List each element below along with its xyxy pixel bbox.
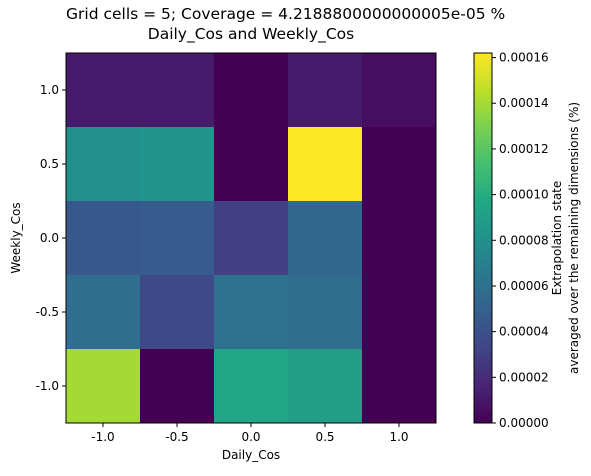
chart-title: Grid cells = 5; Coverage = 4.21888000000… [66,5,506,23]
heatmap-cell [214,127,289,202]
heatmap-cell [288,275,363,350]
heatmap-cell [66,53,141,128]
heatmap-cell [214,349,289,424]
heatmap-cell [140,53,215,128]
y-tick-label: 0.5 [40,157,59,171]
heatmap-cell [362,201,437,276]
y-axis-label: Weekly_Cos [9,202,23,273]
colorbar-tick-label: 0.00012 [499,142,549,156]
heatmap-cell [288,201,363,276]
colorbar-tick-label: 0.00002 [499,370,549,384]
heatmap-cell [66,201,141,276]
y-axis: 1.0 0.5 0.0 -0.5 -1.0 [36,83,66,393]
heatmap-cell [140,127,215,202]
y-tick-label: 1.0 [40,83,59,97]
colorbar-tick-label: 0.00008 [499,233,549,247]
colorbar-tick-label: 0.00010 [499,188,549,202]
heatmap-cell [362,275,437,350]
y-tick-label: -1.0 [36,379,59,393]
heatmap-cell [66,275,141,350]
colorbar-tick-label: 0.00000 [499,416,549,430]
colorbar-label-line1: Extrapolation state [550,181,564,296]
heatmap-cell [140,275,215,350]
x-axis-label: Daily_Cos [222,448,280,462]
colorbar-tick-label: 0.00016 [499,51,549,65]
heatmap-cell [140,349,215,424]
heatmap-cell [288,127,363,202]
x-axis: -1.0 -0.5 0.0 0.5 1.0 [91,423,409,444]
colorbar-label-line2: averaged over the remaining dimensions (… [567,102,581,374]
heatmap-cell [66,349,141,424]
heatmap-cell [66,127,141,202]
y-tick-label: -0.5 [36,305,59,319]
y-tick-label: 0.0 [40,231,59,245]
heatmap-cell [362,127,437,202]
colorbar [474,53,492,423]
heatmap-cell [288,349,363,424]
chart-subtitle: Daily_Cos and Weekly_Cos [147,25,355,43]
x-tick-label: 0.0 [241,430,260,444]
x-tick-label: -0.5 [165,430,188,444]
heatmap-cell [288,53,363,128]
heatmap-cell [362,53,437,128]
colorbar-tick-label: 0.00004 [499,325,549,339]
heatmap-cell [362,349,437,424]
colorbar-ticks: 0.00000 0.00002 0.00004 0.00006 0.00008 0.000… [492,51,549,430]
heatmap-cell [140,201,215,276]
colorbar-tick-label: 0.00006 [499,279,549,293]
colorbar-frame [473,52,493,424]
heatmap-cell [214,201,289,276]
x-tick-label: -1.0 [91,430,114,444]
heatmap-cell [214,53,289,128]
x-tick-label: 0.5 [315,430,334,444]
heatmap-cells [66,53,437,424]
x-tick-label: 1.0 [389,430,408,444]
heatmap-cell [214,275,289,350]
colorbar-tick-label: 0.00014 [499,96,549,110]
